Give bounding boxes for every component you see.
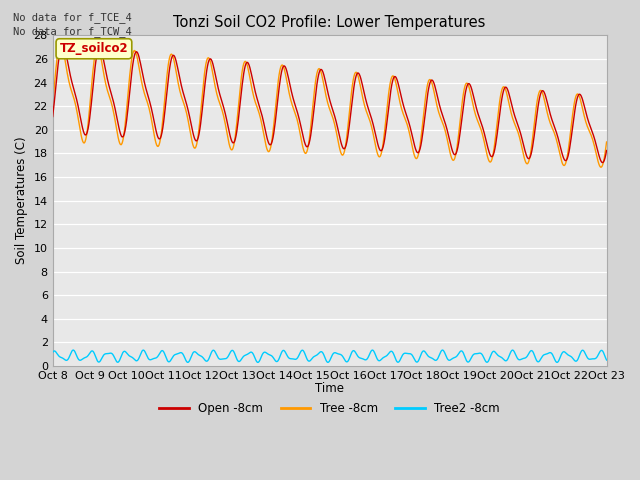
Text: No data for f_TCE_4: No data for f_TCE_4 bbox=[13, 12, 132, 23]
Text: TZ_soilco2: TZ_soilco2 bbox=[60, 42, 128, 55]
Text: No data for f_TCW_4: No data for f_TCW_4 bbox=[13, 26, 132, 37]
Legend: Open -8cm, Tree -8cm, Tree2 -8cm: Open -8cm, Tree -8cm, Tree2 -8cm bbox=[154, 397, 505, 420]
Y-axis label: Soil Temperatures (C): Soil Temperatures (C) bbox=[15, 137, 28, 264]
Title: Tonzi Soil CO2 Profile: Lower Temperatures: Tonzi Soil CO2 Profile: Lower Temperatur… bbox=[173, 15, 486, 30]
X-axis label: Time: Time bbox=[315, 382, 344, 395]
